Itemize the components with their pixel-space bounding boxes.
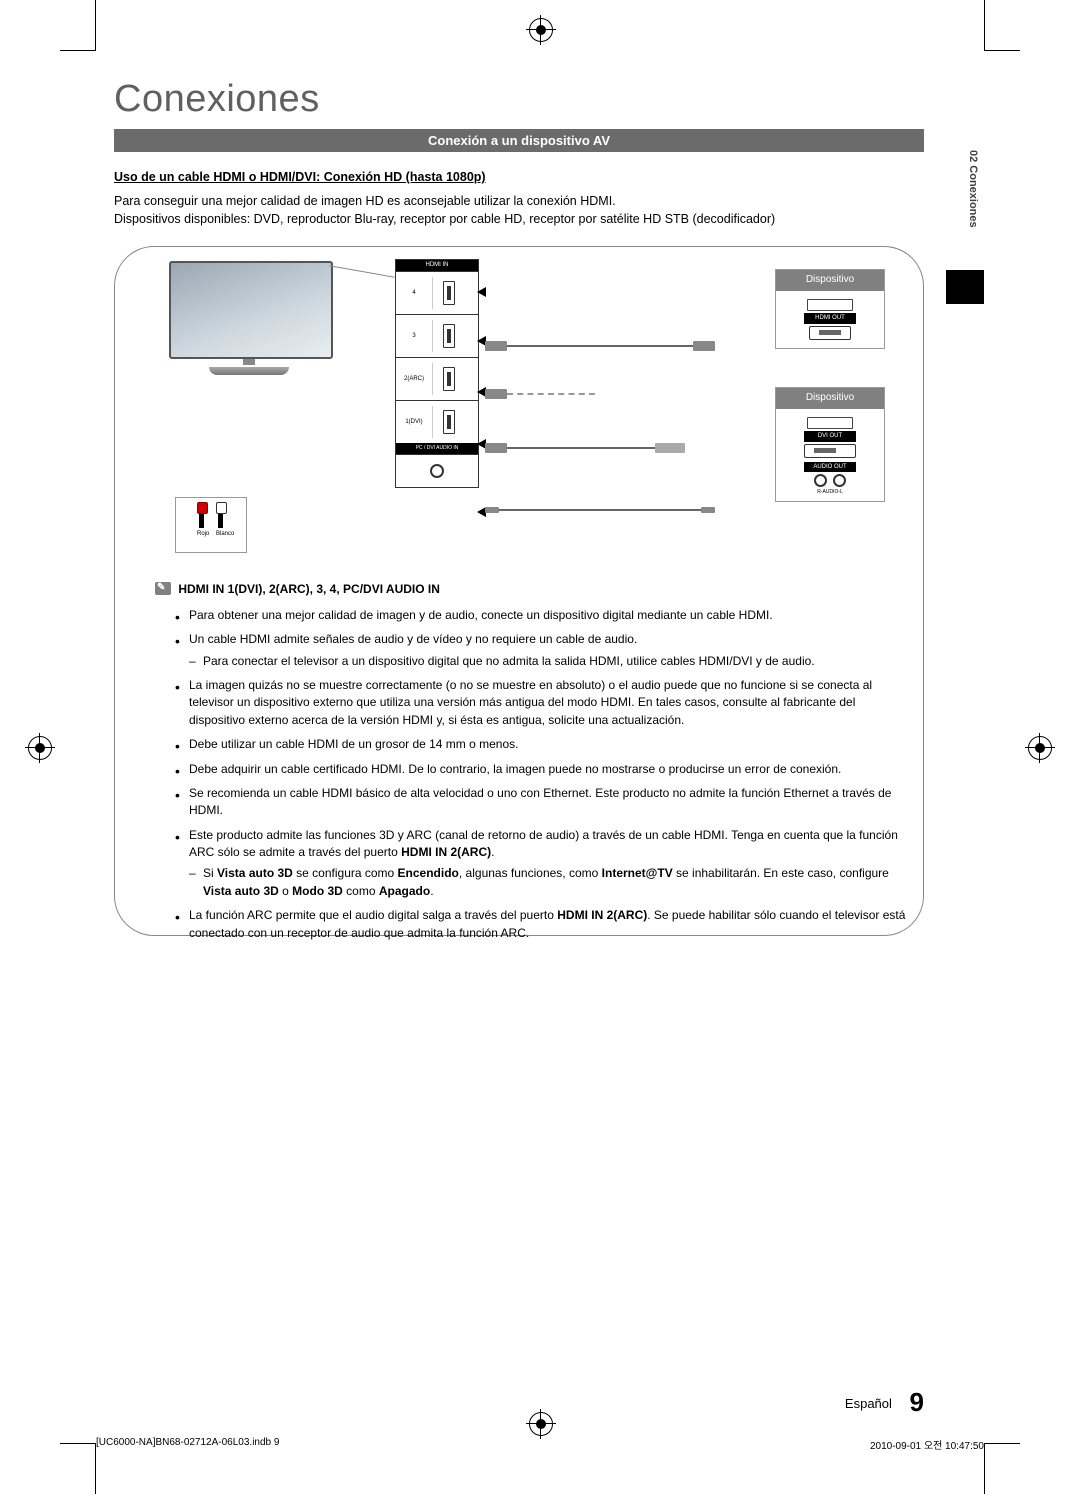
indd-file: [UC6000-NA]BN68-02712A-06L03.indb 9 (96, 1437, 279, 1452)
note-item: Un cable HDMI admite señales de audio y … (175, 631, 911, 670)
subheading: Uso de un cable HDMI o HDMI/DVI: Conexió… (114, 168, 924, 186)
device-title: Dispositivo (776, 270, 884, 291)
notes-head: HDMI IN 1(DVI), 2(ARC), 3, 4, PC/DVI AUD… (155, 581, 911, 598)
pc-dvi-audio-in-label: PC / DVI AUDIO IN (396, 443, 478, 454)
audio-out-sub: R-AUDIO-L (780, 489, 880, 496)
page-footer: Español 9 (845, 1387, 924, 1418)
dvi-out-label: DVI OUT (804, 431, 856, 442)
page-content: 02 Conexiones Conexiones Conexión a un d… (96, 60, 984, 1434)
footer-lang: Español (845, 1396, 892, 1411)
plug-red-icon: Rojo (197, 502, 206, 532)
side-tab-text: 02 Conexiones (962, 150, 984, 280)
note-item: Debe adquirir un cable certificado HDMI.… (175, 761, 911, 778)
section-band: Conexión a un dispositivo AV (114, 129, 924, 152)
port-4: 4 (396, 277, 433, 310)
note-item: La imagen quizás no se muestre correctam… (175, 677, 911, 729)
connection-diagram: HDMI IN 4 3 2(ARC) 1(DVI) PC / DVI AUDIO… (114, 246, 924, 936)
audio-out-label: AUDIO OUT (804, 462, 856, 473)
side-tab: 02 Conexiones (962, 150, 984, 280)
content-area: Uso de un cable HDMI o HDMI/DVI: Conexió… (114, 168, 924, 936)
note-item: Debe utilizar un cable HDMI de un grosor… (175, 736, 911, 753)
page-number: 9 (910, 1387, 924, 1417)
note-item: La función ARC permite que el audio digi… (175, 907, 911, 942)
port-2arc: 2(ARC) (396, 363, 433, 396)
intro-line-2: Dispositivos disponibles: DVD, reproduct… (114, 210, 924, 228)
note-item: Para obtener una mejor calidad de imagen… (175, 607, 911, 624)
note-subitem: Si Vista auto 3D se configura como Encen… (189, 865, 911, 900)
plug-red-label: Rojo (197, 530, 206, 539)
notes-list: Para obtener una mejor calidad de imagen… (175, 607, 911, 942)
print-metadata: [UC6000-NA]BN68-02712A-06L03.indb 9 2010… (96, 1437, 984, 1452)
hdmi-panel: HDMI IN 4 3 2(ARC) 1(DVI) PC / DVI AUDIO… (395, 259, 479, 488)
device-dvi-box: Dispositivo DVI OUT AUDIO OUT R-AUDIO-L (775, 387, 885, 501)
dvi-cable-icon (485, 443, 685, 453)
port-1dvi: 1(DVI) (396, 406, 433, 439)
hdmi-cable-dashed-icon (485, 389, 595, 399)
indd-timestamp: 2010-09-01 오전 10:47:50 (870, 1437, 984, 1452)
side-black-marker (946, 270, 984, 304)
port-3: 3 (396, 320, 433, 353)
intro-line-1: Para conseguir una mejor calidad de imag… (114, 192, 924, 210)
plug-white-label: Blanco (216, 530, 225, 539)
rca-plugs-box: Rojo Blanco (175, 497, 247, 553)
note-subitem: Para conectar el televisor a un disposit… (189, 653, 911, 670)
section-title: Conexiones (114, 78, 984, 121)
note-icon (155, 582, 171, 595)
device-hdmi-box: Dispositivo HDMI OUT (775, 269, 885, 348)
notes-head-text: HDMI IN 1(DVI), 2(ARC), 3, 4, PC/DVI AUD… (178, 582, 440, 596)
device-title: Dispositivo (776, 388, 884, 409)
tv-icon (169, 261, 329, 369)
hdmi-out-label: HDMI OUT (804, 313, 856, 324)
hdmi-in-label: HDMI IN (396, 260, 478, 271)
arrow-icon (477, 287, 486, 297)
note-item: Este producto admite las funciones 3D y … (175, 827, 911, 901)
note-item: Se recomienda un cable HDMI básico de al… (175, 785, 911, 820)
plug-white-icon: Blanco (216, 502, 225, 532)
audio-cable-icon (485, 505, 715, 515)
hdmi-cable-icon (485, 341, 715, 351)
